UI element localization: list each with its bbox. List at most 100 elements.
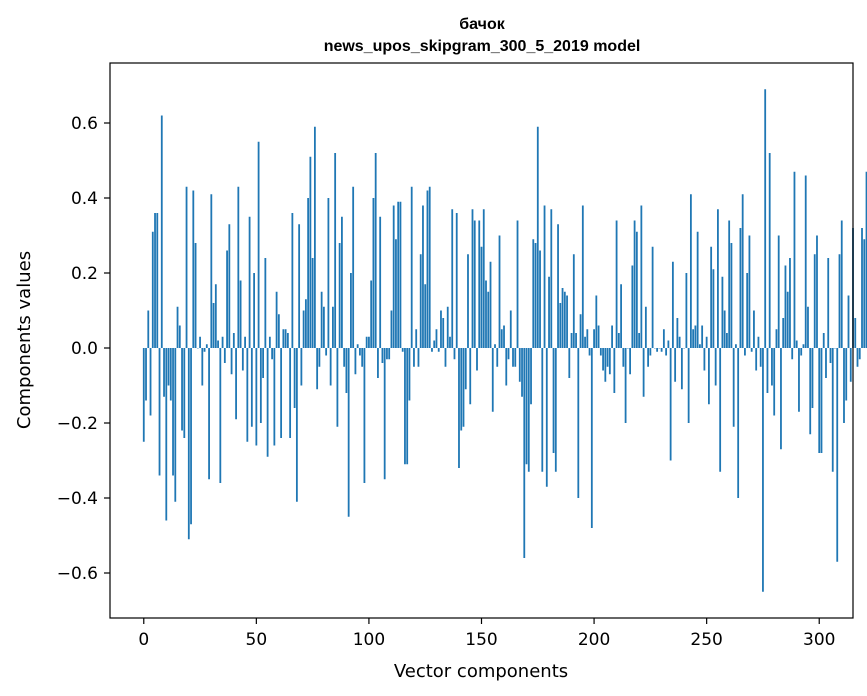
- bar: [660, 348, 663, 352]
- bar: [212, 303, 215, 348]
- bar: [744, 348, 746, 356]
- bar: [708, 348, 710, 405]
- bar: [534, 243, 537, 348]
- bar: [667, 340, 670, 348]
- bar: [694, 325, 697, 348]
- bar: [818, 348, 821, 453]
- bar: [795, 340, 798, 348]
- bar: [689, 194, 692, 348]
- bar: [154, 213, 156, 348]
- bar: [554, 348, 557, 472]
- bar: [183, 348, 186, 438]
- bar: [370, 280, 373, 348]
- x-tick-label: 150: [465, 630, 497, 650]
- bar: [518, 348, 521, 382]
- bar: [471, 209, 474, 348]
- bar: [768, 153, 771, 348]
- bar: [822, 333, 825, 348]
- bar: [671, 261, 674, 348]
- bar: [642, 348, 645, 397]
- bar: [509, 310, 512, 348]
- bar: [811, 348, 814, 408]
- bar: [741, 194, 744, 348]
- bar: [442, 318, 445, 348]
- bar: [365, 336, 368, 348]
- bar: [735, 344, 737, 348]
- bar: [192, 190, 195, 348]
- bar: [631, 265, 634, 348]
- bar: [462, 348, 465, 427]
- bar: [581, 205, 584, 348]
- bar: [773, 348, 776, 416]
- bar: [404, 348, 406, 465]
- bar: [541, 348, 544, 472]
- bar: [413, 348, 415, 367]
- bar: [167, 348, 170, 386]
- bar: [194, 243, 197, 348]
- bar: [428, 186, 431, 348]
- bar: [291, 213, 294, 348]
- bar: [142, 348, 145, 442]
- bar: [602, 348, 604, 371]
- bar: [699, 344, 701, 348]
- bar: [762, 348, 764, 592]
- bar: [622, 348, 625, 367]
- bar: [548, 276, 550, 348]
- bar: [435, 329, 438, 348]
- bar: [264, 258, 267, 348]
- bar: [545, 348, 548, 487]
- x-tick-label: 250: [690, 630, 722, 650]
- bar: [703, 348, 706, 371]
- bar: [374, 153, 377, 348]
- bar: [572, 254, 575, 348]
- bar: [386, 348, 388, 360]
- bar: [453, 348, 456, 360]
- bar: [178, 325, 181, 348]
- bar: [478, 220, 481, 348]
- bar: [320, 291, 323, 348]
- bar: [449, 336, 451, 348]
- bar: [856, 348, 859, 367]
- bar: [257, 141, 260, 348]
- bar: [185, 186, 188, 348]
- bar: [514, 348, 517, 367]
- x-axis: 0 50 100 150 200 250 300: [138, 618, 835, 650]
- bar: [597, 325, 600, 348]
- bar: [219, 348, 222, 483]
- bar: [816, 235, 818, 348]
- bar: [503, 325, 505, 348]
- bar: [665, 348, 668, 356]
- bar: [313, 126, 316, 348]
- x-tick-label: 300: [803, 630, 835, 650]
- bar: [332, 306, 334, 348]
- bar: [458, 348, 460, 468]
- bar: [757, 336, 760, 348]
- bar: [217, 340, 219, 348]
- bar: [674, 348, 677, 382]
- y-tick-label: 0.4: [71, 189, 98, 209]
- bar: [579, 314, 582, 348]
- bar: [789, 258, 791, 348]
- bar: [467, 254, 469, 348]
- bar: [244, 336, 246, 348]
- bar: [295, 348, 298, 502]
- bar: [165, 348, 168, 521]
- bar: [640, 205, 643, 348]
- bar: [172, 348, 174, 476]
- bar: [613, 348, 616, 393]
- bar: [723, 310, 726, 348]
- bar: [523, 348, 526, 558]
- bar: [271, 348, 274, 360]
- bar: [692, 329, 695, 348]
- bar: [266, 348, 269, 457]
- bar: [809, 348, 812, 435]
- bar: [786, 291, 789, 348]
- bar: [424, 284, 427, 348]
- bar: [827, 258, 830, 348]
- bar: [566, 295, 568, 348]
- bar: [527, 348, 530, 472]
- bar: [277, 314, 280, 348]
- bar: [843, 348, 845, 423]
- bar: [311, 258, 314, 348]
- bar: [557, 224, 559, 348]
